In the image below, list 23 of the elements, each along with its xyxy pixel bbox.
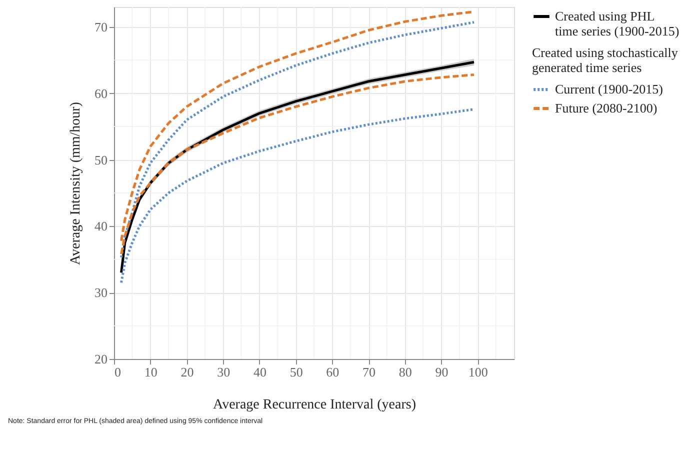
y-tick-label: 60 <box>94 86 108 101</box>
x-tick-label: 50 <box>290 364 303 380</box>
x-tick-label: 10 <box>144 364 158 380</box>
y-tick-label: 30 <box>94 285 108 300</box>
y-tick-label: 50 <box>94 152 108 168</box>
y-tick-label: 40 <box>94 218 108 234</box>
legend-label: Future (2080-2100) <box>555 100 658 116</box>
y-tick-label: 20 <box>94 352 108 366</box>
x-tick-label: 70 <box>362 364 376 380</box>
x-tick-label: 90 <box>435 364 448 380</box>
x-tick-label: 20 <box>180 364 194 380</box>
x-axis-title: Average Recurrence Interval (years) <box>213 398 416 412</box>
legend-title: Created using stochastically generated time series <box>532 45 678 75</box>
y-tick-label: 70 <box>94 19 108 34</box>
legend-label: Created using PHL time series (1900-2015) <box>555 8 680 38</box>
x-tick-label: 100 <box>468 364 488 380</box>
legend-label: Current (1900-2015) <box>555 82 663 96</box>
x-tick-label: 30 <box>217 364 230 380</box>
y-axis-title: Average Intensity (mm/hour) <box>68 102 84 266</box>
x-tick-label: 0 <box>114 364 121 380</box>
x-tick-label: 40 <box>253 364 266 380</box>
x-tick-label: 60 <box>326 364 340 380</box>
x-tick-label: 80 <box>398 364 412 380</box>
